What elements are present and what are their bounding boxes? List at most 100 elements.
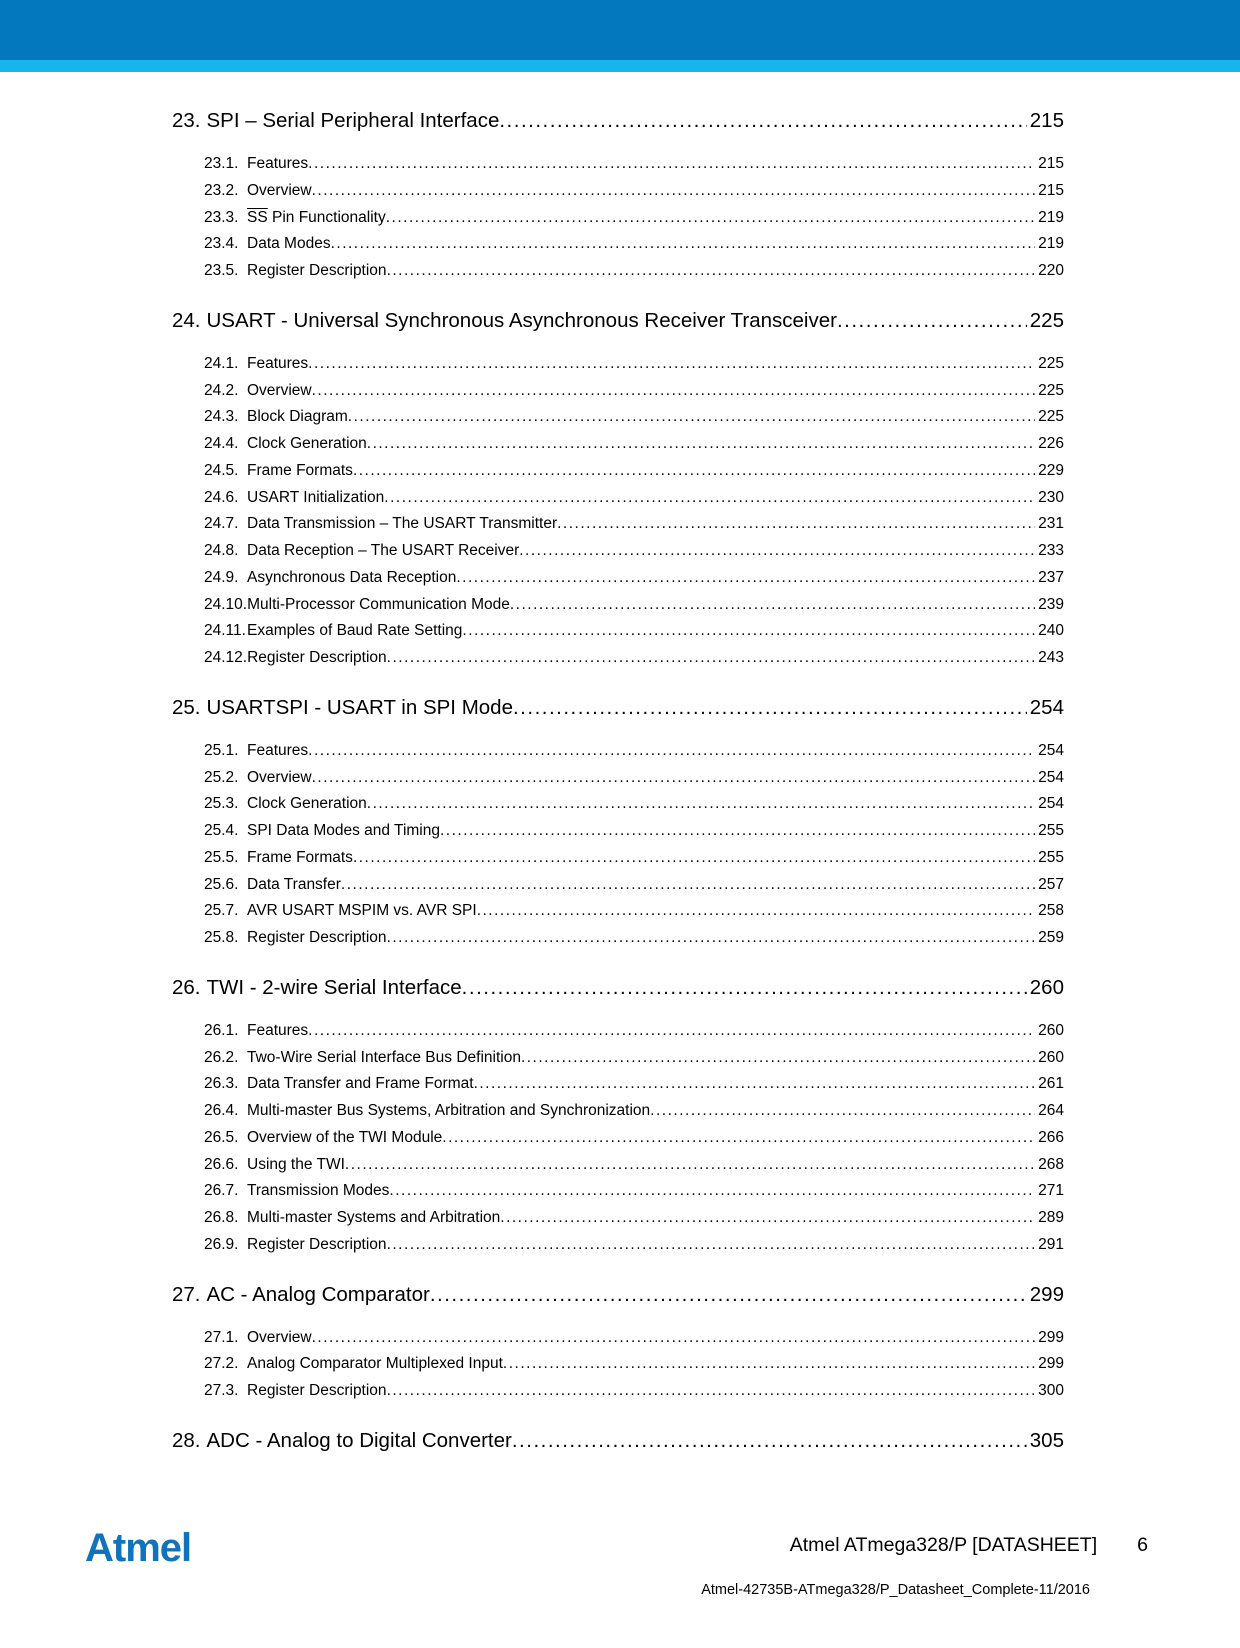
toc-entry-page: 254 bbox=[1038, 768, 1064, 786]
toc-entry[interactable]: 25.2. Overview...........................… bbox=[204, 765, 1064, 792]
toc-entry[interactable]: 24.7. Data Transmission – The USART Trans… bbox=[204, 511, 1064, 538]
toc-section-number: 24. bbox=[172, 308, 201, 332]
dot-leader: ........................................… bbox=[386, 1235, 1036, 1253]
toc-entry[interactable]: 23.2. Overview...........................… bbox=[204, 178, 1064, 205]
toc-entry[interactable]: 26.6. Using the TWI......................… bbox=[204, 1152, 1064, 1179]
toc-entry-label: Frame Formats bbox=[247, 848, 353, 866]
toc-entry-number: 25.2. bbox=[204, 768, 239, 786]
dot-leader: ........................................… bbox=[509, 595, 1036, 613]
toc-entry-label: Features bbox=[247, 1021, 309, 1039]
footer-doc-id: Atmel-42735B-ATmega328/P_Datasheet_Compl… bbox=[701, 1582, 1090, 1598]
toc-entry[interactable]: 26.7. Transmission Modes.................… bbox=[204, 1178, 1064, 1205]
toc-section-number: 23. bbox=[172, 109, 201, 132]
toc-entry-label: Register Description bbox=[247, 649, 387, 666]
toc-entry-number: 26.8. bbox=[204, 1209, 239, 1226]
toc-section-heading[interactable]: 25. USARTSPI - USART in SPI Mode.........… bbox=[172, 693, 1064, 723]
header-accent-bar bbox=[0, 60, 1240, 72]
toc-entry-page: 254 bbox=[1038, 741, 1064, 759]
dot-leader: ........................................… bbox=[308, 1021, 1035, 1039]
toc-entry[interactable]: 24.4. Clock Generation...................… bbox=[204, 431, 1064, 458]
toc-section-heading[interactable]: 27. AC - Analog Comparator...............… bbox=[172, 1280, 1064, 1310]
toc-entry[interactable]: 23.3. SS Pin Functionality...............… bbox=[204, 205, 1064, 232]
toc-entry-number: 24.8. bbox=[204, 542, 239, 559]
toc-entry-page: 258 bbox=[1038, 902, 1064, 920]
toc-section-title: TWI - 2-wire Serial Interface bbox=[206, 975, 462, 999]
toc-entry-page: 300 bbox=[1038, 1382, 1064, 1399]
toc-entry[interactable]: 27.3. Register Description...............… bbox=[204, 1378, 1064, 1405]
toc-entry-page: 243 bbox=[1038, 649, 1064, 666]
toc-entry[interactable]: 24.11. Examples of Baud Rate Setting.....… bbox=[204, 618, 1064, 645]
toc-entry[interactable]: 25.3. Clock Generation...................… bbox=[204, 791, 1064, 818]
header-bar bbox=[0, 0, 1240, 60]
toc-entry[interactable]: 26.2. Two-Wire Serial Interface Bus Defin… bbox=[204, 1045, 1064, 1072]
toc-entry[interactable]: 26.9. Register Description...............… bbox=[204, 1232, 1064, 1259]
toc-entry-label: Overview of the TWI Module bbox=[247, 1128, 443, 1146]
toc-entry-page: 240 bbox=[1038, 622, 1064, 640]
toc-entry-page: 239 bbox=[1038, 595, 1064, 613]
toc-entry[interactable]: 24.9. Asynchronous Data Reception........… bbox=[204, 565, 1064, 592]
toc-entry-number: 26.4. bbox=[204, 1102, 239, 1119]
toc-entry[interactable]: 23.4. Data Modes.........................… bbox=[204, 231, 1064, 258]
toc-entry[interactable]: 25.5. Frame Formats......................… bbox=[204, 845, 1064, 872]
toc-entry-page: 271 bbox=[1038, 1182, 1064, 1200]
dot-leader: ........................................… bbox=[519, 542, 1035, 559]
toc-entry[interactable]: 26.4. Multi-master Bus Systems, Arbitrati… bbox=[204, 1098, 1064, 1125]
toc-entry-page: 254 bbox=[1038, 795, 1064, 813]
toc-entry[interactable]: 23.1. Features...........................… bbox=[204, 151, 1064, 178]
dot-leader: ........................................… bbox=[502, 1355, 1036, 1373]
toc-entry-number: 24.11. bbox=[204, 622, 246, 640]
toc-entry[interactable]: 24.3. Block Diagram......................… bbox=[204, 404, 1064, 431]
toc-section-heading[interactable]: 23. SPI – Serial Peripheral Interface....… bbox=[172, 106, 1064, 136]
toc-entry[interactable]: 27.2. Analog Comparator Multiplexed Input… bbox=[204, 1351, 1064, 1378]
toc-entry-label: Two-Wire Serial Interface Bus Definition bbox=[247, 1048, 521, 1066]
toc-section: 25. USARTSPI - USART in SPI Mode.........… bbox=[172, 693, 1064, 952]
toc-entry[interactable]: 23.5. Register Description...............… bbox=[204, 258, 1064, 285]
toc-entry[interactable]: 26.8. Multi-master Systems and Arbitratio… bbox=[204, 1205, 1064, 1232]
toc-section-number: 28. bbox=[172, 1428, 201, 1452]
dot-leader: ........................................… bbox=[311, 381, 1036, 399]
toc-entry[interactable]: 27.1. Overview...........................… bbox=[204, 1325, 1064, 1352]
toc-entry[interactable]: 24.1. Features...........................… bbox=[204, 351, 1064, 378]
toc-entry[interactable]: 24.6. USART Initialization...............… bbox=[204, 485, 1064, 512]
toc-entry[interactable]: 25.6. Data Transfer......................… bbox=[204, 872, 1064, 899]
toc-section-heading[interactable]: 28. ADC - Analog to Digital Converter....… bbox=[172, 1426, 1064, 1456]
toc-entry-label: Clock Generation bbox=[247, 795, 367, 813]
footer-page-number: 6 bbox=[1137, 1534, 1148, 1556]
toc-entry-number: 26.5. bbox=[204, 1128, 239, 1146]
toc-entry-label: SPI Data Modes and Timing bbox=[247, 822, 440, 839]
dot-leader: ........................................… bbox=[386, 649, 1036, 666]
toc-entry-page: 264 bbox=[1038, 1102, 1064, 1119]
toc-entry-number: 25.5. bbox=[204, 848, 239, 866]
toc-section-title: USART - Universal Synchronous Asynchrono… bbox=[206, 308, 837, 332]
dot-leader: ........................................… bbox=[344, 1155, 1035, 1173]
toc-entry-label: Register Description bbox=[247, 1235, 387, 1253]
toc-entry-page: 225 bbox=[1038, 354, 1064, 372]
toc-entry[interactable]: 24.8. Data Reception – The USART Receiver… bbox=[204, 538, 1064, 565]
toc-section-heading[interactable]: 26. TWI - 2-wire Serial Interface........… bbox=[172, 973, 1064, 1003]
toc-entry-number: 26.1. bbox=[204, 1021, 239, 1039]
toc-entry-number: 25.3. bbox=[204, 795, 239, 813]
toc-entry[interactable]: 26.3. Data Transfer and Frame Format.....… bbox=[204, 1071, 1064, 1098]
toc-entry-number: 24.5. bbox=[204, 461, 239, 479]
toc-entry[interactable]: 24.12. Register Description..............… bbox=[204, 645, 1064, 672]
toc-section-heading[interactable]: 24. USART - Universal Synchronous Asynchr… bbox=[172, 306, 1064, 336]
toc-entry[interactable]: 24.2. Overview...........................… bbox=[204, 378, 1064, 405]
toc-entry-label: Features bbox=[247, 741, 309, 759]
toc-section-page: 305 bbox=[1029, 1428, 1064, 1452]
toc-entry[interactable]: 25.4. SPI Data Modes and Timing..........… bbox=[204, 818, 1064, 845]
toc-entry[interactable]: 26.5. Overview of the TWI Module.........… bbox=[204, 1125, 1064, 1152]
toc-entry[interactable]: 25.8. Register Description...............… bbox=[204, 925, 1064, 952]
toc-entry[interactable]: 26.1. Features...........................… bbox=[204, 1018, 1064, 1045]
toc-entry[interactable]: 25.7. AVR USART MSPIM vs. AVR SPI........… bbox=[204, 898, 1064, 925]
toc-entry-number: 27.2. bbox=[204, 1355, 239, 1373]
footer-doc-title: Atmel ATmega328/P [DATASHEET] bbox=[789, 1534, 1098, 1556]
dot-leader: ........................................… bbox=[366, 435, 1035, 452]
toc-entry[interactable]: 25.1. Features...........................… bbox=[204, 738, 1064, 765]
dot-leader: ........................................… bbox=[386, 1382, 1036, 1399]
toc-entry-page: 266 bbox=[1038, 1128, 1064, 1146]
toc-entry[interactable]: 24.10. Multi-Processor Communication Mode… bbox=[204, 592, 1064, 619]
toc-entry-page: 261 bbox=[1038, 1075, 1064, 1093]
dot-leader: ........................................… bbox=[512, 695, 1027, 719]
toc-entry[interactable]: 24.5. Frame Formats......................… bbox=[204, 458, 1064, 485]
toc-entry-page: 299 bbox=[1038, 1355, 1064, 1373]
